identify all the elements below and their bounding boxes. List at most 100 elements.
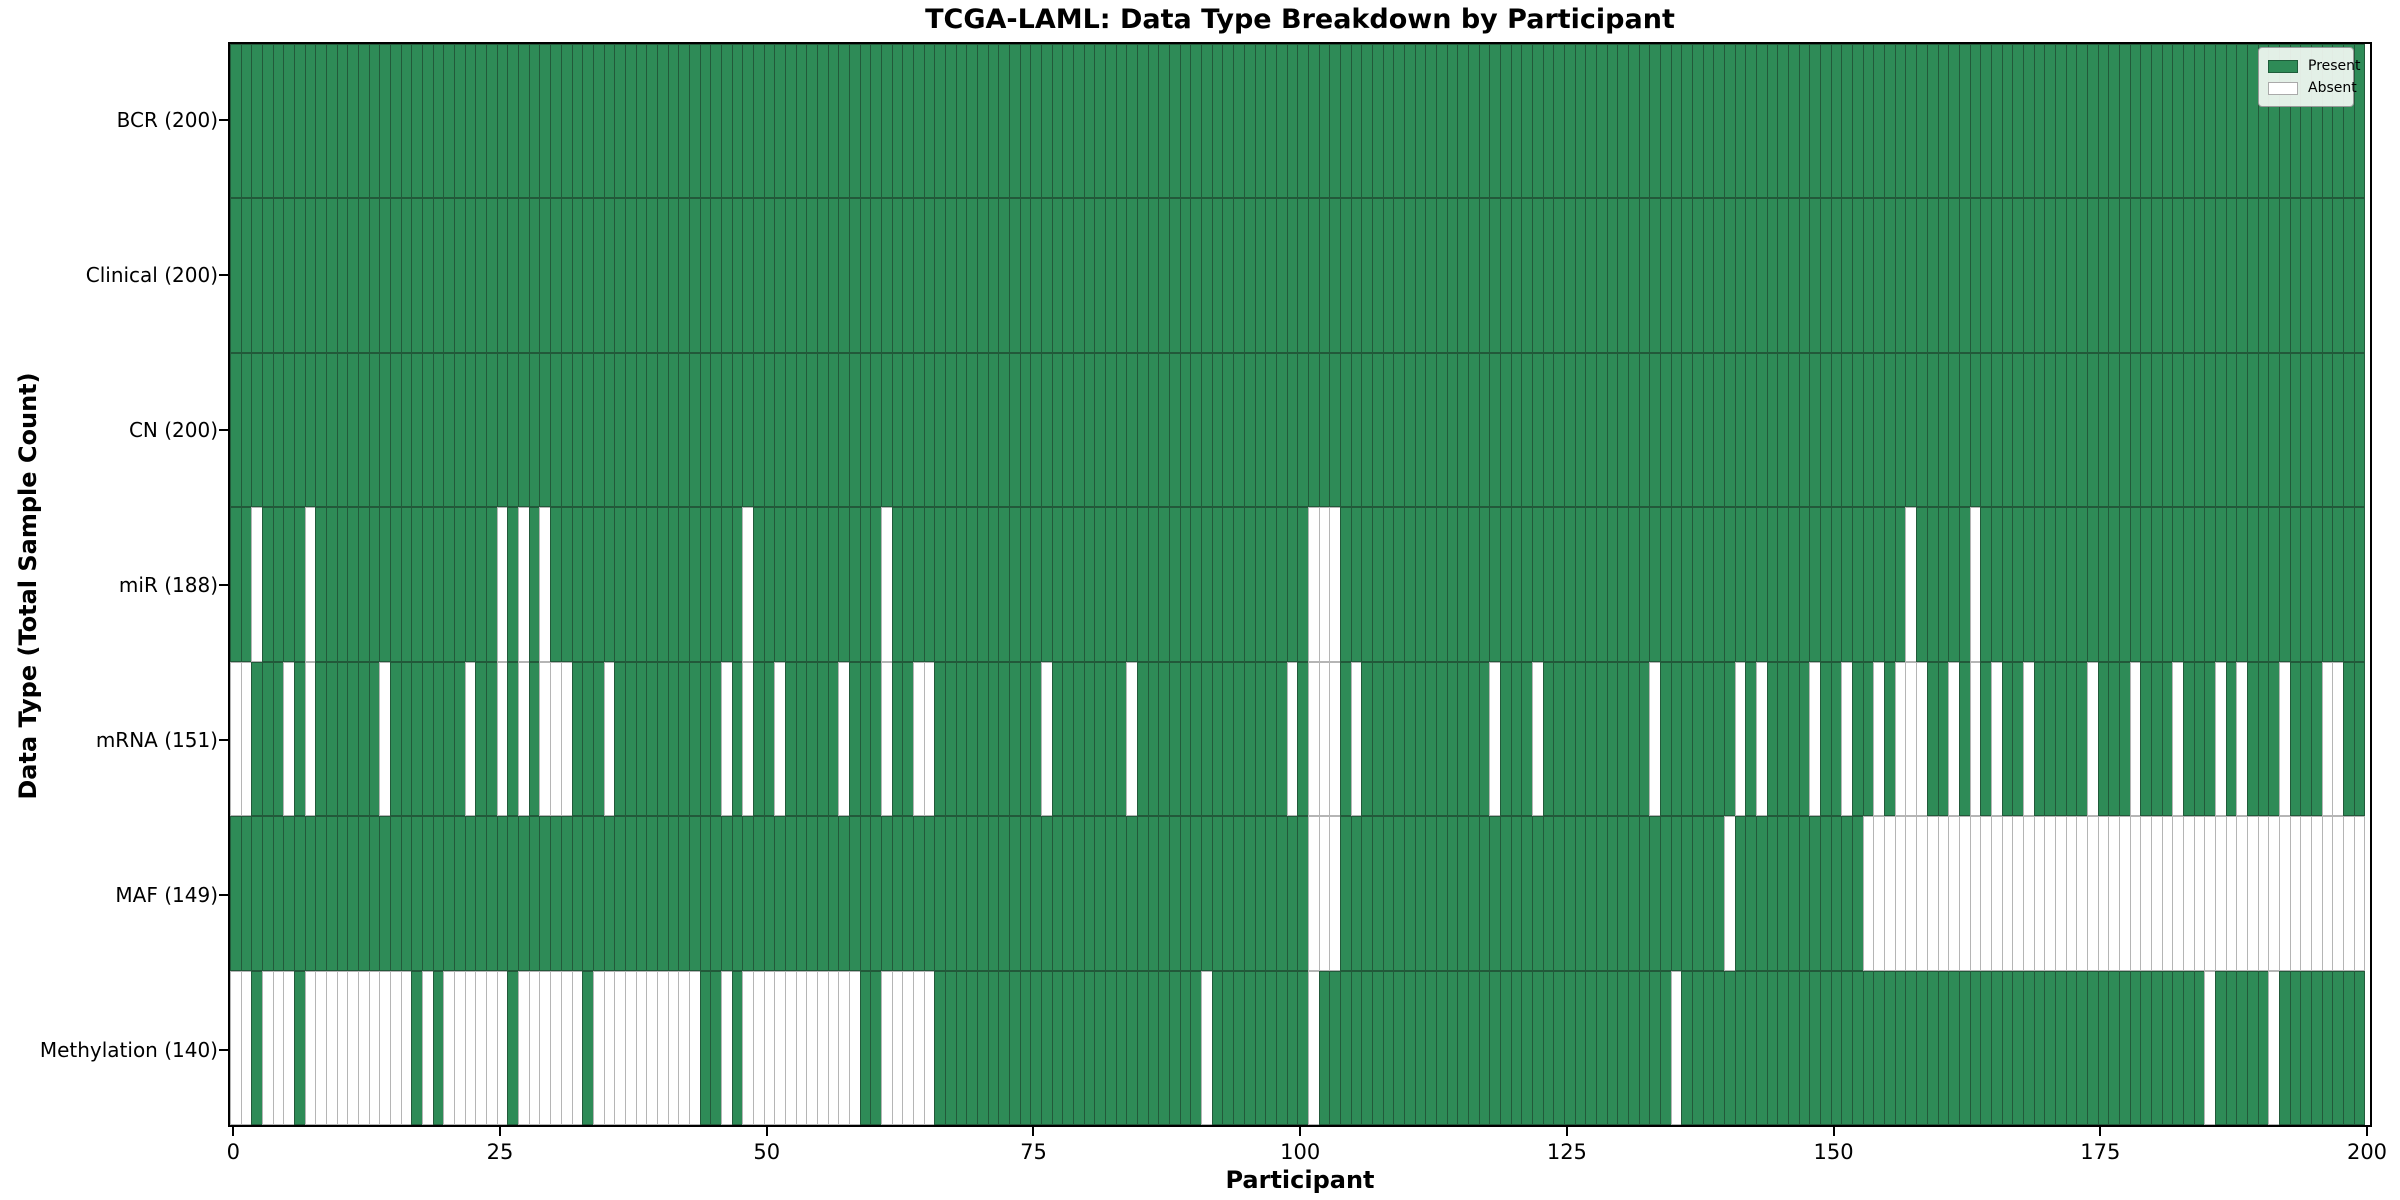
heatmap-cell (1692, 661, 1703, 817)
heatmap-cell (1361, 198, 1372, 353)
legend-label-present: Present (2308, 58, 2361, 74)
x-tick-label-150: 150 (1813, 1140, 1854, 1164)
heatmap-cell (2236, 816, 2247, 971)
heatmap-cell (1371, 661, 1383, 817)
heatmap-cell (1820, 44, 1831, 199)
heatmap-cell (2150, 661, 2162, 817)
heatmap-cell (1862, 816, 1874, 971)
heatmap-cell (475, 970, 487, 1125)
heatmap-cell (784, 198, 796, 353)
heatmap-cell (1457, 661, 1468, 817)
heatmap-cell (2321, 970, 2333, 1125)
heatmap-cell (1905, 970, 1917, 1125)
heatmap-cell (816, 661, 828, 817)
y-tick-mark (219, 738, 228, 741)
heatmap-cell (923, 661, 935, 817)
heatmap-cell (1222, 507, 1234, 662)
heatmap-cell (1809, 816, 1821, 971)
heatmap-cell (2054, 507, 2066, 662)
heatmap-cell (1766, 352, 1778, 508)
heatmap-cell (1617, 970, 1629, 1125)
heatmap-cell (742, 198, 753, 353)
heatmap-cell (571, 352, 583, 508)
heatmap-cell (1393, 44, 1404, 199)
heatmap-cell (1371, 44, 1383, 199)
heatmap-cell (2001, 507, 2013, 662)
heatmap-cell (1435, 661, 1447, 817)
heatmap-cell (1403, 352, 1415, 508)
heatmap-cell (2268, 970, 2279, 1125)
heatmap-cell (784, 507, 796, 662)
heatmap-cell (1563, 44, 1575, 199)
heatmap-cell (2300, 661, 2312, 817)
heatmap-cell (1926, 507, 1938, 662)
heatmap-cell (2343, 661, 2354, 817)
heatmap-cell (411, 970, 423, 1125)
heatmap-cell (998, 816, 1010, 971)
heatmap-cell (486, 970, 497, 1125)
heatmap-cell (326, 970, 337, 1125)
heatmap-cell (2257, 198, 2269, 353)
heatmap-cell (2172, 661, 2183, 817)
heatmap-cell (251, 661, 263, 817)
heatmap-cell (2118, 352, 2130, 508)
heatmap-cell (1318, 816, 1330, 971)
heatmap-cell (998, 507, 1010, 662)
heatmap-cell (2300, 816, 2312, 971)
heatmap-cell (571, 507, 583, 662)
heatmap-cell (1169, 198, 1180, 353)
heatmap-cell (1777, 970, 1789, 1125)
heatmap-cell (1286, 661, 1298, 817)
heatmap-cell (1147, 352, 1159, 508)
heatmap-cell (635, 507, 647, 662)
heatmap-cell (2012, 507, 2023, 662)
heatmap-cell (2086, 198, 2098, 353)
heatmap-cell (1692, 507, 1703, 662)
heatmap-cell (1499, 816, 1511, 971)
heatmap-cell (1051, 970, 1063, 1125)
heatmap-cell (1457, 970, 1468, 1125)
heatmap-cell (1414, 970, 1426, 1125)
heatmap-cell (1083, 352, 1095, 508)
heatmap-cell (230, 44, 241, 199)
heatmap-cell (1083, 198, 1095, 353)
y-tick-label-MAF: MAF (149) (115, 882, 218, 907)
heatmap-cell (1617, 507, 1629, 662)
heatmap-cell (2044, 198, 2055, 353)
heatmap-cell (1051, 816, 1063, 971)
heatmap-cell (1105, 816, 1116, 971)
heatmap-cell (507, 816, 519, 971)
heatmap-cell (2214, 816, 2226, 971)
heatmap-cell (1201, 507, 1212, 662)
heatmap-cell (2150, 816, 2162, 971)
heatmap-cell (400, 198, 412, 353)
heatmap-cell (294, 507, 305, 662)
heatmap-cell (998, 970, 1010, 1125)
y-tick-label-mRNA: mRNA (151) (95, 727, 218, 752)
heatmap-cell (1339, 970, 1351, 1125)
heatmap-cell (1403, 44, 1415, 199)
heatmap-cell (1211, 198, 1223, 353)
heatmap-cell (1371, 198, 1383, 353)
heatmap-cell (251, 352, 263, 508)
heatmap-cell (2044, 816, 2055, 971)
heatmap-cell (870, 198, 881, 353)
heatmap-cell (2193, 198, 2205, 353)
heatmap-cell (2086, 44, 2098, 199)
heatmap-cell (614, 970, 625, 1125)
heatmap-cell (1382, 507, 1394, 662)
heatmap-cell (1617, 44, 1629, 199)
heatmap-cell (1713, 970, 1725, 1125)
heatmap-cell (1660, 198, 1671, 353)
heatmap-cell (539, 44, 551, 199)
heatmap-cell (496, 352, 508, 508)
heatmap-cell (304, 198, 316, 353)
heatmap-cell (326, 507, 337, 662)
heatmap-cell (2332, 352, 2344, 508)
heatmap-cell (358, 44, 369, 199)
heatmap-cell (1766, 44, 1778, 199)
heatmap-cell (1777, 352, 1789, 508)
heatmap-cell (2012, 816, 2023, 971)
heatmap-cell (1926, 44, 1938, 199)
